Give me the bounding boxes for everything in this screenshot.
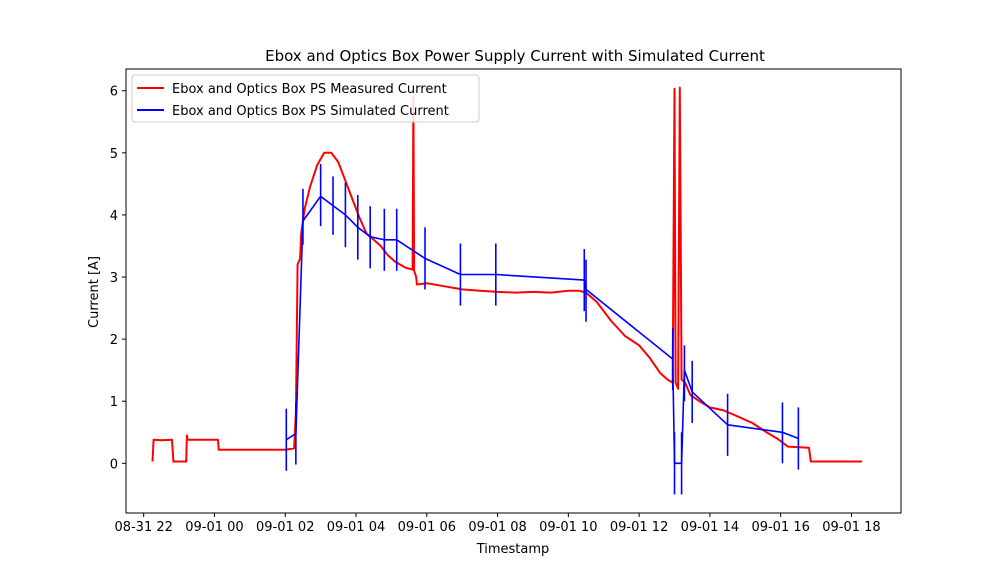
x-tick-label: 09-01 00: [185, 520, 243, 535]
plot-frame: [125, 68, 902, 514]
y-tick-label: 0: [110, 457, 118, 472]
x-tick-label: 09-01 12: [610, 520, 668, 535]
x-tick-label: 09-01 18: [822, 520, 880, 535]
x-tick-label: 09-01 14: [681, 520, 739, 535]
x-tick-label: 09-01 04: [327, 520, 385, 535]
x-tick-label: 09-01 02: [256, 520, 314, 535]
y-tick-label: 6: [110, 85, 118, 100]
legend-box: [131, 74, 480, 123]
x-tick-label: 09-01 08: [468, 520, 526, 535]
y-axis: 0 1 2 3 4 5 6: [110, 85, 126, 472]
x-axis-label: Timestamp: [476, 542, 550, 557]
plot-area: [125, 68, 902, 514]
chart-title: Ebox and Optics Box Power Supply Current…: [265, 47, 765, 65]
x-tick-label: 09-01 10: [539, 520, 597, 535]
x-tick-label: 08-31 22: [114, 520, 172, 535]
y-tick-label: 1: [110, 395, 118, 410]
legend-entry-1: Ebox and Optics Box PS Measured Current: [172, 82, 447, 97]
y-tick-label: 2: [110, 333, 118, 348]
y-tick-label: 4: [110, 209, 118, 224]
legend-entry-2: Ebox and Optics Box PS Simulated Current: [172, 104, 449, 119]
legend: Ebox and Optics Box PS Measured Current E…: [131, 74, 480, 123]
y-tick-label: 3: [110, 271, 118, 286]
x-tick-label: 09-01 16: [751, 520, 809, 535]
x-tick-label: 09-01 06: [398, 520, 456, 535]
y-tick-label: 5: [110, 147, 118, 162]
series-group: [151, 86, 863, 495]
y-axis-label: Current [A]: [87, 256, 102, 328]
x-axis: 08-31 22 09-01 00 09-01 02 09-01 04 09-01 06…: [114, 513, 881, 535]
